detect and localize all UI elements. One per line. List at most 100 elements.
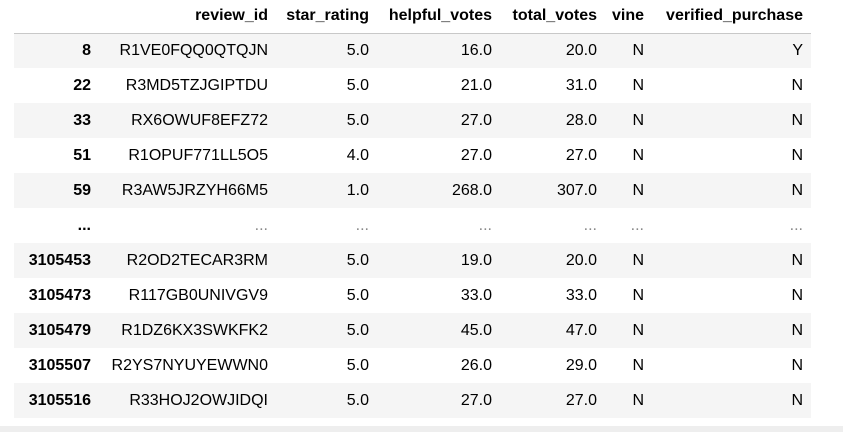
- cell-review-id: R3MD5TZJGIPTDU: [125, 76, 268, 94]
- cell-star-rating: 5.0: [346, 41, 369, 59]
- table-row: 59 R3AW5JRZYH66M5 1.0 268.0 307.0 N N: [14, 173, 811, 208]
- cell-total-votes: 33.0: [565, 286, 597, 304]
- cell-review-id: R2OD2TECAR3RM: [126, 251, 268, 269]
- cell-verified-purchase: Y: [792, 41, 803, 59]
- cell-verified-purchase: N: [791, 146, 803, 164]
- cell-verified-purchase: N: [791, 356, 803, 374]
- cell-vine: N: [632, 251, 644, 269]
- row-index: 3105507: [28, 356, 91, 374]
- table-body: 8 R1VE0FQQ0QTQJN 5.0 16.0 20.0 N Y 22 R3MD5TZJGI…: [14, 33, 811, 418]
- row-index: 3105479: [28, 321, 91, 339]
- cell-verified-purchase: ...: [789, 216, 803, 234]
- cell-total-votes: 31.0: [565, 76, 597, 94]
- cell-vine: N: [632, 286, 644, 304]
- table-row: 3105479 R1DZ6KX3SWKFK2 5.0 45.0 47.0 N N: [14, 313, 811, 348]
- row-index: 33: [73, 111, 91, 129]
- row-index: 3105516: [28, 391, 91, 409]
- cell-review-id: R1OPUF771LL5O5: [128, 146, 268, 164]
- cell-star-rating: 5.0: [346, 321, 369, 339]
- cell-helpful-votes: 19.0: [460, 251, 492, 269]
- table-row: 51 R1OPUF771LL5O5 4.0 27.0 27.0 N N: [14, 138, 811, 173]
- row-index: 59: [73, 181, 91, 199]
- cell-vine: N: [632, 41, 644, 59]
- cell-total-votes: 20.0: [565, 41, 597, 59]
- cell-vine: N: [632, 391, 644, 409]
- cell-total-votes: 28.0: [565, 111, 597, 129]
- row-index: 3105453: [28, 251, 91, 269]
- cell-star-rating: 5.0: [346, 356, 369, 374]
- cell-star-rating: 1.0: [346, 181, 369, 199]
- dataframe-table: review_id star_rating helpful_votes tota…: [14, 0, 811, 418]
- cell-review-id: RX6OWUF8EFZ72: [131, 111, 268, 129]
- cell-total-votes: 47.0: [565, 321, 597, 339]
- cell-star-rating: 5.0: [346, 251, 369, 269]
- cell-star-rating: 5.0: [346, 286, 369, 304]
- cell-review-id: R117GB0UNIVGV9: [128, 286, 268, 304]
- table-row: 22 R3MD5TZJGIPTDU 5.0 21.0 31.0 N N: [14, 68, 811, 103]
- cell-vine: N: [632, 146, 644, 164]
- cell-total-votes: 27.0: [565, 391, 597, 409]
- cell-star-rating: ...: [355, 216, 369, 234]
- row-index: ...: [77, 216, 91, 234]
- cell-total-votes: 307.0: [556, 181, 597, 199]
- cell-vine: N: [632, 356, 644, 374]
- table-row-ellipsis: .....................: [14, 208, 811, 243]
- cell-total-votes: 20.0: [565, 251, 597, 269]
- cell-verified-purchase: N: [791, 181, 803, 199]
- row-index: 22: [73, 76, 91, 94]
- cell-verified-purchase: N: [791, 286, 803, 304]
- column-header-vine: vine: [605, 0, 652, 34]
- cell-helpful-votes: 26.0: [460, 356, 492, 374]
- cell-review-id: ...: [254, 216, 268, 234]
- cell-review-id: R3AW5JRZYH66M5: [121, 181, 268, 199]
- cell-helpful-votes: 33.0: [460, 286, 492, 304]
- cell-helpful-votes: 27.0: [460, 391, 492, 409]
- cell-verified-purchase: N: [791, 76, 803, 94]
- cell-helpful-votes: 27.0: [460, 146, 492, 164]
- cell-verified-purchase: N: [791, 251, 803, 269]
- cell-review-id: R1DZ6KX3SWKFK2: [121, 321, 268, 339]
- table-row: 8 R1VE0FQQ0QTQJN 5.0 16.0 20.0 N Y: [14, 33, 811, 68]
- cell-total-votes: ...: [583, 216, 597, 234]
- cell-star-rating: 5.0: [346, 391, 369, 409]
- cell-vine: ...: [630, 216, 644, 234]
- cell-helpful-votes: ...: [478, 216, 492, 234]
- cell-vine: N: [632, 321, 644, 339]
- column-header-review-id: review_id: [99, 0, 276, 34]
- cell-helpful-votes: 45.0: [460, 321, 492, 339]
- row-index: 3105473: [28, 286, 91, 304]
- cell-verified-purchase: N: [791, 391, 803, 409]
- row-index: 8: [82, 41, 91, 59]
- cell-vine: N: [632, 76, 644, 94]
- horizontal-scrollbar[interactable]: [0, 426, 843, 432]
- cell-verified-purchase: N: [791, 321, 803, 339]
- cell-total-votes: 27.0: [565, 146, 597, 164]
- table-header: review_id star_rating helpful_votes tota…: [14, 0, 811, 34]
- table-row: 3105516 R33HOJ2OWJIDQI 5.0 27.0 27.0 N N: [14, 383, 811, 418]
- cell-review-id: R1VE0FQQ0QTQJN: [119, 41, 268, 59]
- cell-review-id: R2YS7NYUYEWWN0: [111, 356, 268, 374]
- table-row: 3105473 R117GB0UNIVGV9 5.0 33.0 33.0 N N: [14, 278, 811, 313]
- column-header-helpful-votes: helpful_votes: [377, 0, 500, 34]
- table-row: 3105453 R2OD2TECAR3RM 5.0 19.0 20.0 N N: [14, 243, 811, 278]
- cell-star-rating: 5.0: [346, 76, 369, 94]
- cell-helpful-votes: 21.0: [460, 76, 492, 94]
- column-header-star-rating: star_rating: [276, 0, 377, 34]
- index-header: [14, 0, 99, 34]
- cell-review-id: R33HOJ2OWJIDQI: [129, 391, 268, 409]
- row-index: 51: [73, 146, 91, 164]
- cell-total-votes: 29.0: [565, 356, 597, 374]
- cell-vine: N: [632, 111, 644, 129]
- cell-helpful-votes: 268.0: [451, 181, 492, 199]
- cell-helpful-votes: 27.0: [460, 111, 492, 129]
- column-header-total-votes: total_votes: [500, 0, 605, 34]
- cell-star-rating: 5.0: [346, 111, 369, 129]
- cell-helpful-votes: 16.0: [460, 41, 492, 59]
- cell-star-rating: 4.0: [346, 146, 369, 164]
- column-header-verified-purchase: verified_purchase: [652, 0, 811, 34]
- table-row: 3105507 R2YS7NYUYEWWN0 5.0 26.0 29.0 N N: [14, 348, 811, 383]
- cell-verified-purchase: N: [791, 111, 803, 129]
- header-row: review_id star_rating helpful_votes tota…: [14, 0, 811, 34]
- cell-vine: N: [632, 181, 644, 199]
